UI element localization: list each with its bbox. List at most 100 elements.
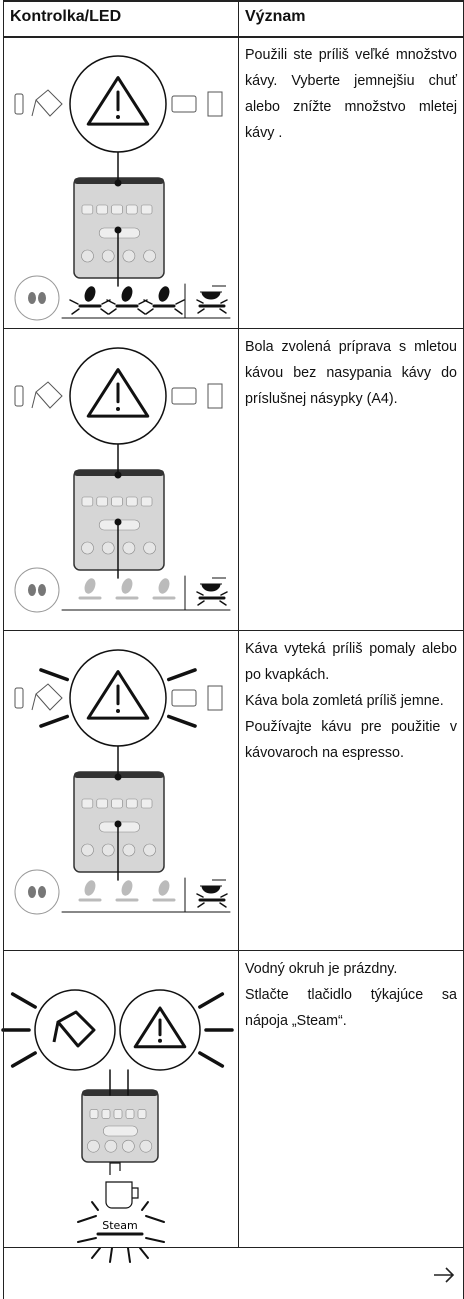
bean [38,584,46,596]
line [145,1215,165,1223]
border [3,1247,463,1248]
tube-icon [14,687,24,709]
line [127,1247,131,1263]
button [111,496,123,507]
line [39,668,70,682]
line [109,1247,113,1263]
bean [158,578,170,594]
bean [84,880,96,896]
warning-triangle [86,76,150,126]
line [174,308,183,315]
button [104,1139,118,1153]
bean-button [14,275,60,321]
button [140,496,153,507]
line [91,1247,101,1259]
button [113,1109,123,1119]
line [198,1051,225,1068]
button [81,496,94,507]
line [69,299,79,305]
dot [114,773,122,781]
button [143,843,156,857]
button [81,843,94,857]
bean [38,292,46,304]
line [106,299,116,305]
dot [114,471,122,479]
border [238,0,239,1247]
button [96,496,108,507]
border [3,630,463,631]
line [219,902,227,908]
button [143,249,156,263]
scoop [200,577,226,592]
tube-icon [14,93,24,115]
paragraph: Používajte kávu pre použitie v kávovaroc… [245,719,457,761]
bean [121,880,133,896]
button [96,204,108,215]
steam-label: Steam [102,1219,138,1232]
tray-icon [171,387,197,405]
button [101,541,115,555]
button [143,541,156,555]
button [140,798,153,809]
line [196,893,204,898]
line [71,308,80,315]
button [122,541,136,555]
dot [114,820,122,828]
grounds-icon [207,685,223,711]
grounds-icon [207,91,223,117]
jug-icon [31,89,63,117]
bean-button [14,869,60,915]
button [87,1139,100,1153]
line [139,1247,149,1259]
button [101,1109,111,1119]
dot [114,226,122,234]
button [126,204,138,215]
border [3,0,4,1299]
line [220,299,228,304]
dot [116,708,120,713]
button [101,249,115,263]
jug [52,1010,96,1048]
button [81,249,94,263]
line [198,992,225,1009]
line [77,1237,97,1243]
dot [114,179,122,187]
paragraph: Použili ste príliš veľké množstvo kávy. … [245,47,457,141]
button [111,798,123,809]
bean [158,880,170,896]
bean [84,286,96,302]
paragraph: Káva bola zomletá príliš jemne. [245,693,444,709]
scoop [200,879,226,894]
line [197,902,205,908]
dot [116,406,120,411]
jug-icon [31,381,63,409]
line [91,1201,99,1211]
button [122,1139,135,1153]
warning-triangle [133,1006,187,1049]
warning-triangle [86,670,150,720]
bean [158,286,170,302]
line [100,308,109,315]
bean [28,584,36,596]
button [140,204,153,215]
button [102,1125,138,1137]
line [166,668,197,682]
line [220,591,228,596]
border [3,950,463,951]
bean [28,292,36,304]
text-cell: Vodný okruh je prázdny. Stlačte tlačidlo … [245,956,457,1034]
bean-button [14,567,60,613]
bean [38,886,46,898]
line [196,591,204,596]
line [197,600,205,606]
line [77,1215,97,1223]
line [197,308,205,314]
line [108,308,117,315]
panel-top [82,1090,158,1096]
button [125,1109,135,1119]
header-cell: Kontrolka/LED [10,8,122,25]
scoop [200,285,226,300]
button [111,204,123,215]
